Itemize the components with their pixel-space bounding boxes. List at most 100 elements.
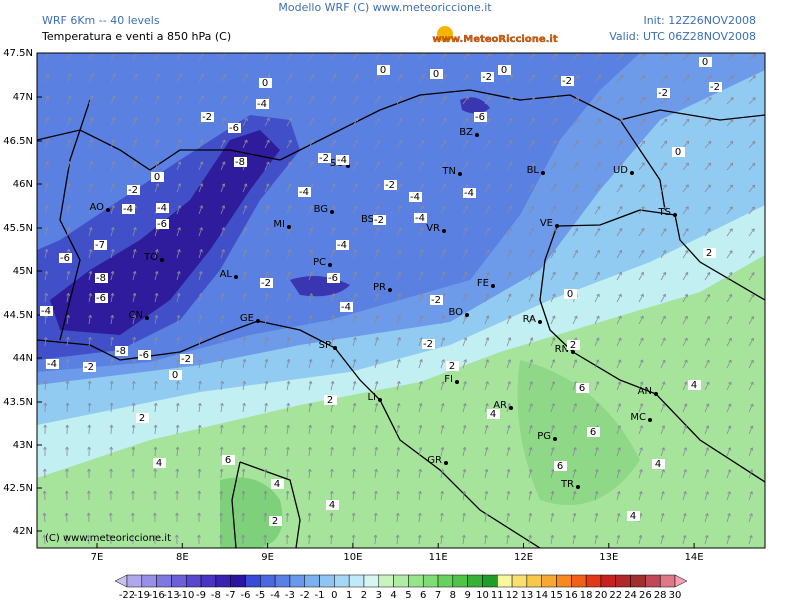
city-dot (491, 284, 495, 288)
wind-arrow (594, 337, 600, 347)
wind-arrow (506, 227, 512, 237)
wind-arrow (594, 293, 600, 303)
wind-arrow (198, 314, 203, 325)
wind-arrow (330, 359, 335, 369)
wind-arrow (484, 183, 490, 193)
wind-arrow (285, 468, 290, 479)
wind-arrow (572, 469, 577, 479)
wind-arrow (396, 490, 400, 501)
lat-label: 47N (13, 92, 33, 103)
wind-arrow (307, 490, 312, 501)
contour-label: -2 (423, 339, 433, 350)
wind-arrow (198, 293, 203, 303)
wind-arrow (550, 337, 556, 347)
wind-arrow (264, 315, 269, 325)
city-dot (388, 288, 392, 292)
wind-arrow (682, 97, 690, 105)
wind-arrow (64, 490, 69, 501)
wind-arrow (198, 336, 203, 347)
wind-arrow (682, 513, 687, 523)
contour-label: -2 (374, 215, 384, 226)
wind-arrow (242, 271, 247, 281)
city-label: AL (220, 269, 233, 280)
wind-arrow (616, 447, 621, 457)
wind-arrow (308, 293, 313, 303)
wind-arrow (704, 381, 710, 391)
contour-label-box (298, 187, 311, 197)
wind-arrow (682, 359, 688, 369)
wind-arrow (132, 139, 138, 149)
colorbar-label: 26 (639, 590, 652, 600)
wind-arrow (264, 227, 270, 237)
wind-arrow (638, 381, 644, 391)
contour-label: -4 (123, 204, 133, 215)
logo: www.MeteoRiccione.it (432, 34, 557, 45)
wind-arrow (484, 337, 490, 347)
wind-arrow (418, 118, 425, 127)
colorbar-label: 8 (450, 590, 456, 600)
wind-arrow (154, 292, 159, 303)
wind-arrow (88, 292, 93, 303)
wind-arrow (109, 490, 113, 501)
wind-arrow (241, 534, 245, 545)
wind-arrow (484, 315, 490, 325)
wind-arrow (594, 140, 601, 149)
wind-arrow (176, 358, 180, 369)
lon-label: 12E (514, 552, 533, 563)
wind-arrow (351, 490, 356, 501)
wind-arrow (506, 315, 512, 325)
wind-arrow (396, 271, 402, 281)
wind-arrow (374, 468, 378, 479)
wind-arrow (462, 205, 468, 215)
wind-arrow (440, 249, 446, 259)
wind-arrow (242, 358, 247, 369)
contour-label: -2 (202, 112, 212, 123)
wind-arrow (484, 140, 491, 149)
wind-arrow (682, 162, 689, 171)
colorbar-label: 3 (376, 590, 382, 600)
wind-arrow (220, 161, 226, 171)
lon-label: 11E (429, 552, 448, 563)
wind-arrow (220, 249, 225, 259)
contour-label-box (138, 350, 151, 360)
wind-arrow (506, 118, 513, 127)
wind-arrow (748, 184, 756, 193)
wind-arrow (130, 534, 135, 545)
city-label: PR (373, 282, 386, 293)
wind-arrow (374, 446, 379, 457)
valid-time: Valid: UTC 06Z28NOV2008 (609, 30, 756, 43)
wind-arrow (506, 271, 512, 281)
wind-arrow (198, 271, 203, 281)
contour-label-box (260, 278, 273, 288)
wind-arrow (242, 336, 247, 347)
wind-arrow (550, 140, 557, 149)
wind-arrow (704, 184, 711, 193)
wind-arrow (594, 227, 601, 237)
wind-arrow (528, 534, 532, 545)
colorbar-label: 13 (521, 590, 534, 600)
colorbar-label: -16 (148, 590, 164, 600)
colorbar-box (526, 574, 542, 588)
wind-arrow (418, 96, 425, 105)
wind-arrow (307, 512, 312, 523)
contour-label: 2 (570, 340, 576, 351)
contour-label: -4 (47, 359, 57, 370)
wind-arrow (154, 358, 158, 369)
wind-arrow (88, 205, 93, 215)
wind-arrow (219, 468, 224, 479)
wind-arrow (352, 359, 357, 369)
wind-arrow (748, 162, 756, 171)
wind-arrow (197, 512, 201, 523)
colorbar-box (363, 574, 380, 588)
colorbar-label: 18 (580, 590, 593, 600)
wind-arrow (704, 293, 710, 303)
contour-label-box (95, 273, 108, 283)
wind-arrow (352, 271, 358, 281)
wind-arrow (440, 403, 445, 413)
wind-arrow (550, 249, 556, 259)
wind-arrow (418, 293, 424, 303)
wind-arrow (330, 315, 335, 325)
contour-label-box (384, 180, 397, 190)
wind-arrow (264, 337, 269, 347)
wind-arrow (748, 359, 754, 369)
